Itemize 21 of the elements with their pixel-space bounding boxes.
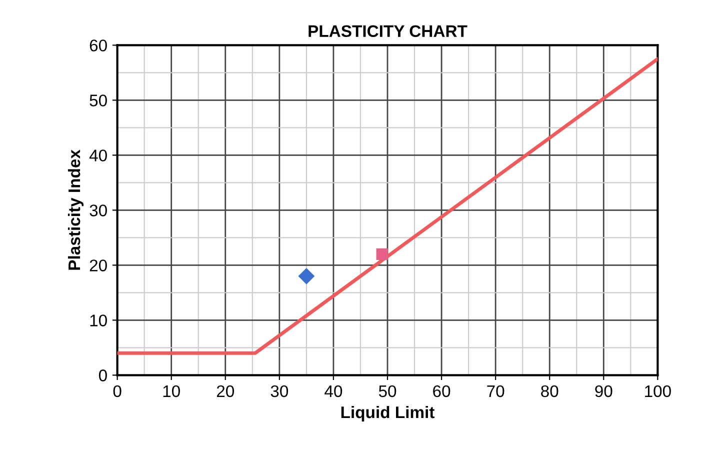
y-tick-label: 40	[89, 150, 107, 162]
x-tick-label: 60	[433, 385, 450, 398]
x-axis-title: Liquid Limit	[341, 406, 435, 422]
x-tick-label: 100	[645, 385, 671, 398]
y-tick-label: 30	[90, 204, 107, 216]
chart-title: PLASTICITY CHART	[308, 25, 468, 38]
y-axis-title: Plasticity Index	[68, 150, 84, 270]
x-tick-label: 80	[541, 385, 558, 398]
x-tick-label: 70	[487, 385, 504, 398]
x-tick-label: 20	[216, 385, 234, 398]
x-tick-label: 10	[163, 385, 180, 398]
y-tick-label: 10	[90, 314, 107, 326]
x-tick-label: 30	[270, 385, 288, 398]
x-tick-label: 90	[595, 385, 612, 398]
x-tick-label: 0	[113, 385, 122, 398]
y-tick-label: 0	[98, 370, 107, 382]
y-tick-label: 50	[90, 94, 107, 106]
y-tick-label: 20	[90, 260, 107, 272]
x-tick-label: 40	[324, 385, 342, 398]
x-tick-label: 50	[378, 385, 396, 398]
y-tick-label: 60	[90, 40, 107, 52]
